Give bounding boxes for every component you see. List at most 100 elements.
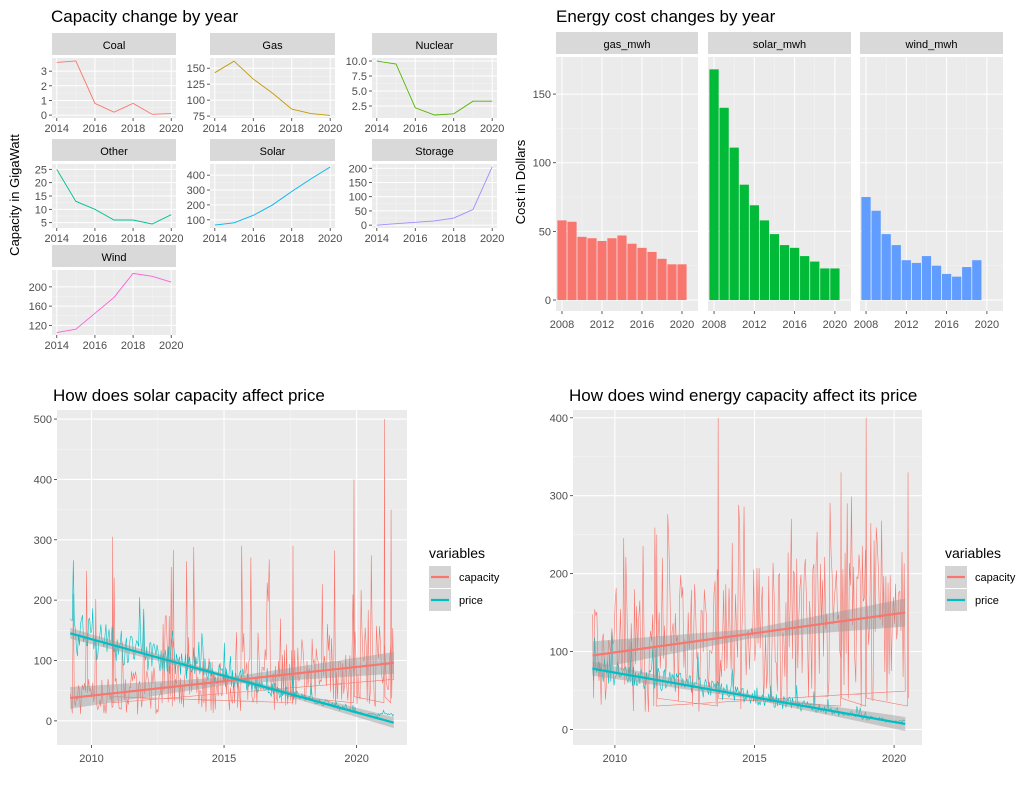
y-tick-label: 15 xyxy=(35,191,47,203)
facet-strip xyxy=(860,32,1003,54)
wind-price-chart: How does wind energy capacity affect its… xyxy=(550,386,1016,765)
y-tick-label: 500 xyxy=(34,414,52,426)
y-tick-label: 300 xyxy=(550,491,568,503)
bar xyxy=(667,264,677,301)
capacity-y-axis-label: Capacity in GigaWatt xyxy=(7,134,22,256)
bar xyxy=(577,236,587,301)
x-tick-label: 2020 xyxy=(975,319,999,331)
y-tick-label: 2 xyxy=(41,81,47,93)
y-tick-label: 0 xyxy=(361,220,367,232)
capacity-facet-wind: Wind 2014 2016 2018 2020 120 160 200 xyxy=(29,245,183,352)
cost-y-axis-label: Cost in Dollars xyxy=(513,139,528,224)
bar xyxy=(749,205,759,301)
series-line-gas xyxy=(214,60,331,116)
facet-strip-label: Gas xyxy=(262,40,283,52)
facet-panel xyxy=(556,57,698,311)
x-tick-label: 2018 xyxy=(441,123,465,135)
legend-label-price: price xyxy=(459,595,483,607)
cost-facet-wind_mwh: wind_mwh 2008 2012 2016 2020 xyxy=(854,32,1003,331)
cost-facet-gas_mwh: gas_mwh 2008 2012 2016 2020 0 50 100 150 xyxy=(533,32,698,331)
y-tick-label: 200 xyxy=(34,595,52,607)
x-tick-label: 2016 xyxy=(403,123,427,135)
price-trend-line xyxy=(592,667,906,726)
facet-panel xyxy=(708,57,851,311)
series-line-wind xyxy=(56,272,172,334)
x-tick-label: 2018 xyxy=(441,233,465,245)
y-tick-label: 200 xyxy=(187,200,205,212)
bar xyxy=(729,147,739,301)
legend-title: variables xyxy=(945,545,1001,561)
y-tick-label: 10 xyxy=(35,204,47,216)
x-tick-label: 2010 xyxy=(603,753,627,765)
facet-strip-label: Solar xyxy=(260,146,286,158)
series-line-coal xyxy=(56,60,172,115)
bar xyxy=(567,221,577,301)
x-tick-label: 2018 xyxy=(121,123,145,135)
facet-strip-label: Other xyxy=(100,146,128,158)
legend-label-price: price xyxy=(975,595,999,607)
bar xyxy=(719,107,729,301)
x-tick-label: 2020 xyxy=(159,233,183,245)
x-tick-label: 2016 xyxy=(630,319,654,331)
capacity-series-line xyxy=(592,417,909,713)
bar xyxy=(617,235,627,301)
panel-background xyxy=(573,410,922,745)
bar xyxy=(881,234,891,301)
y-tick-label: 400 xyxy=(187,170,205,182)
y-tick-label: 50 xyxy=(539,226,551,238)
facet-strip-label: solar_mwh xyxy=(753,39,806,51)
capacity-facet-nuclear: Nuclear 2014 2016 2018 2020 2.5 5.0 7.5 10.0 xyxy=(346,33,504,135)
x-tick-label: 2020 xyxy=(823,319,847,331)
x-tick-label: 2018 xyxy=(121,233,145,245)
panel-background xyxy=(57,410,407,745)
bar xyxy=(941,273,952,301)
capacity-facet-solar: Solar 2014 2016 2018 2020 100 200 300 400 xyxy=(187,139,342,245)
y-tick-label: 400 xyxy=(34,474,52,486)
facet-panel xyxy=(860,57,1003,311)
y-tick-label: 150 xyxy=(533,89,551,101)
legend-label-capacity: capacity xyxy=(975,572,1016,584)
x-tick-label: 2014 xyxy=(203,233,227,245)
x-tick-label: 2018 xyxy=(279,233,303,245)
bar xyxy=(739,184,749,301)
facet-strip-label: Coal xyxy=(103,40,126,52)
x-tick-label: 2016 xyxy=(782,319,806,331)
y-tick-label: 1 xyxy=(41,95,47,107)
capacity-facet-coal: Coal 2014 2016 2018 2020 0 1 2 3 xyxy=(41,33,183,135)
bar xyxy=(627,243,637,301)
y-tick-label: 100 xyxy=(550,647,568,659)
capacity-trend-line xyxy=(592,611,906,657)
x-tick-label: 2020 xyxy=(670,319,694,331)
bar xyxy=(647,251,657,301)
bar xyxy=(820,268,830,301)
y-tick-label: 75 xyxy=(193,111,205,123)
facet-strip-label: Storage xyxy=(415,146,454,158)
x-tick-label: 2016 xyxy=(83,123,107,135)
x-tick-label: 2020 xyxy=(159,340,183,352)
x-tick-label: 2020 xyxy=(480,123,504,135)
y-tick-label: 120 xyxy=(29,320,47,332)
y-tick-label: 10.0 xyxy=(346,56,367,68)
x-tick-label: 2020 xyxy=(318,123,342,135)
x-tick-label: 2008 xyxy=(702,319,726,331)
bar xyxy=(871,210,881,301)
x-tick-label: 2016 xyxy=(83,233,107,245)
y-tick-label: 200 xyxy=(349,163,367,175)
bar xyxy=(597,240,607,301)
series-line-other xyxy=(56,169,172,225)
y-tick-label: 5 xyxy=(41,218,47,230)
wind-price-chart-legend: variables capacity price xyxy=(945,545,1016,611)
bar xyxy=(657,258,667,301)
x-tick-label: 2018 xyxy=(121,340,145,352)
y-tick-label: 400 xyxy=(550,413,568,425)
y-tick-label: 300 xyxy=(34,535,52,547)
facet-strip xyxy=(708,32,851,54)
x-tick-label: 2008 xyxy=(550,319,574,331)
y-tick-label: 0 xyxy=(545,295,551,307)
facet-strip xyxy=(210,139,335,161)
y-tick-label: 0 xyxy=(562,724,568,736)
bar xyxy=(779,245,790,301)
series-line-storage xyxy=(376,166,493,226)
bar xyxy=(677,264,687,301)
